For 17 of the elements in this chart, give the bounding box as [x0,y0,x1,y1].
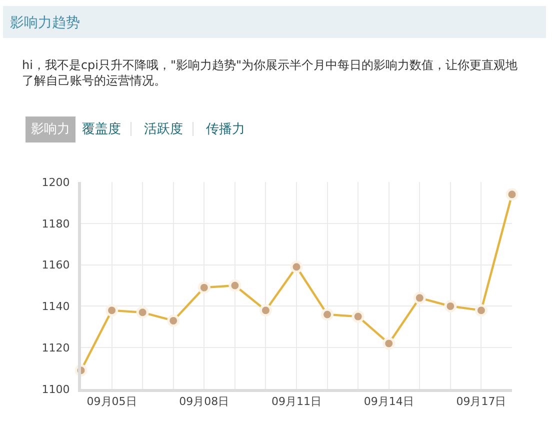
x-tick-label: 09月17日 [456,395,506,408]
x-tick-label: 09月05日 [86,395,137,408]
text: 传播力 [206,122,245,137]
y-tick-label: 1160 [42,258,70,272]
text: 影响力 [31,122,70,137]
y-tick-label: 1180 [42,217,70,230]
x-tick-label: 09月14日 [364,395,414,408]
chart-title: 影响力趋势 [10,14,80,31]
y-tick-label: 1200 [42,176,70,189]
text: 活跃度 [144,121,183,137]
x-tick-label: 09月11日 [272,395,322,408]
text: 覆盖度 [82,121,121,137]
x-tick-label: 09月08日 [179,395,230,408]
y-tick-label: 1100 [42,382,70,396]
y-tick-label: 1120 [42,341,70,354]
chart-subtitle: hi，我不是cpi只升不降哦，"影响力趋势"为你展示半个月中每日的影响力数值，让你更直观地了解自己账号的运营情况。 [22,58,518,88]
y-tick-label: 1140 [42,300,70,314]
